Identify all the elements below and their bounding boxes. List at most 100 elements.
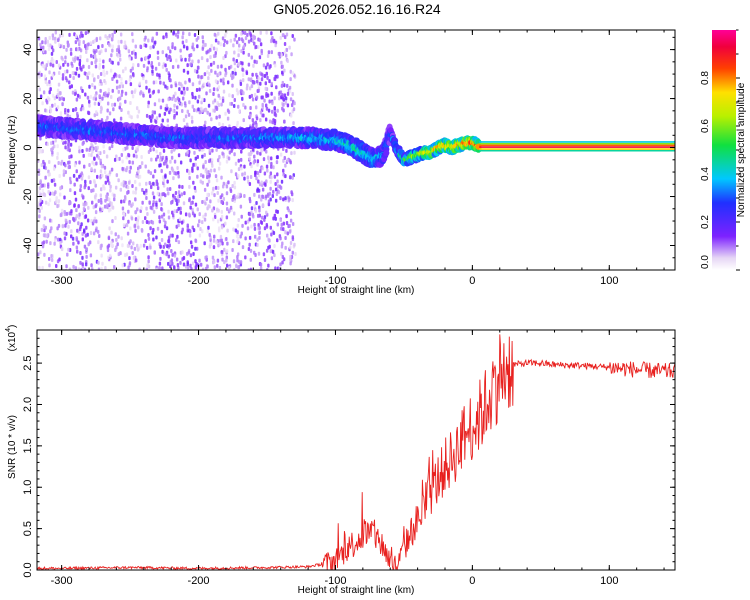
noise-cell <box>187 112 191 117</box>
noise-cell <box>75 213 79 218</box>
noise-cell <box>261 166 264 171</box>
noise-cell <box>273 106 276 111</box>
noise-cell <box>51 73 54 78</box>
noise-cell <box>272 189 275 194</box>
noise-cell <box>233 185 237 190</box>
noise-cell <box>233 61 237 66</box>
noise-cell <box>132 256 136 261</box>
noise-cell <box>108 226 111 231</box>
noise-cell <box>118 74 121 79</box>
noise-cell <box>174 191 178 196</box>
noise-cell <box>256 45 260 50</box>
noise-cell <box>89 253 93 258</box>
noise-cell <box>246 33 249 38</box>
noise-cell <box>158 113 161 118</box>
noise-cell <box>146 212 149 217</box>
noise-cell <box>231 94 234 99</box>
noise-cell <box>59 186 62 191</box>
noise-cell <box>222 89 226 94</box>
noise-cell <box>234 161 238 166</box>
noise-cell <box>144 239 147 244</box>
noise-cell <box>62 62 65 67</box>
noise-cell <box>222 43 226 48</box>
noise-cell <box>247 62 251 67</box>
noise-cell <box>203 98 206 103</box>
noise-cell <box>204 201 207 206</box>
noise-cell <box>222 81 225 86</box>
noise-cell <box>63 209 66 214</box>
noise-cell <box>163 242 167 247</box>
noise-cell <box>267 237 270 242</box>
noise-cell <box>93 194 97 199</box>
noise-cell <box>166 244 169 249</box>
noise-cell <box>104 180 108 185</box>
noise-cell <box>240 49 243 54</box>
noise-cell <box>75 208 78 213</box>
noise-cell <box>242 44 246 49</box>
noise-cell <box>241 67 244 72</box>
noise-cell <box>216 64 220 69</box>
noise-cell <box>245 86 249 91</box>
noise-cell <box>182 262 186 267</box>
noise-cell <box>273 243 276 248</box>
noise-cell <box>189 62 192 67</box>
noise-cell <box>168 55 171 60</box>
noise-cell <box>200 75 203 80</box>
noise-cell <box>259 81 262 86</box>
noise-cell <box>65 211 69 216</box>
noise-cell <box>107 255 110 260</box>
noise-cell <box>273 77 277 82</box>
noise-cell <box>183 191 186 196</box>
noise-cell <box>190 244 194 249</box>
noise-cell <box>90 61 93 66</box>
noise-cell <box>96 229 100 234</box>
noise-cell <box>59 237 62 242</box>
noise-cell <box>38 186 42 191</box>
noise-cell <box>64 163 67 168</box>
noise-cell <box>192 180 195 185</box>
spectrogram-heatmap <box>37 30 675 270</box>
noise-cell <box>224 54 227 59</box>
noise-cell <box>68 32 71 37</box>
noise-cell <box>216 219 220 224</box>
noise-cell <box>232 227 235 232</box>
noise-cell <box>58 97 61 102</box>
noise-cell <box>97 260 100 265</box>
noise-cell <box>174 98 177 103</box>
noise-cell <box>140 161 144 166</box>
noise-cell <box>144 43 148 48</box>
noise-cell <box>184 264 188 269</box>
noise-cell <box>113 193 116 198</box>
noise-cell <box>224 73 227 78</box>
noise-cell <box>198 80 201 85</box>
noise-cell <box>61 73 65 78</box>
noise-cell <box>209 241 213 246</box>
noise-cell <box>77 240 80 245</box>
noise-cell <box>156 55 160 60</box>
noise-cell <box>182 201 186 206</box>
noise-cell <box>238 109 241 114</box>
noise-cell <box>258 55 262 60</box>
noise-cell <box>175 257 179 262</box>
noise-cell <box>179 160 183 165</box>
noise-cell <box>68 219 71 224</box>
noise-cell <box>231 247 234 252</box>
noise-cell <box>77 221 80 226</box>
noise-cell <box>91 200 94 205</box>
noise-cell <box>265 248 269 253</box>
noise-cell <box>238 43 241 48</box>
noise-cell <box>286 83 289 88</box>
noise-cell <box>37 172 41 177</box>
noise-cell <box>168 187 172 192</box>
noise-cell <box>142 243 146 248</box>
noise-cell <box>191 261 195 266</box>
noise-cell <box>187 265 190 270</box>
noise-cell <box>128 114 131 119</box>
noise-cell <box>216 263 219 268</box>
noise-cell <box>60 208 64 213</box>
noise-cell <box>179 54 183 59</box>
noise-cell <box>277 51 281 56</box>
noise-cell <box>232 43 235 48</box>
noise-cell <box>283 35 287 40</box>
